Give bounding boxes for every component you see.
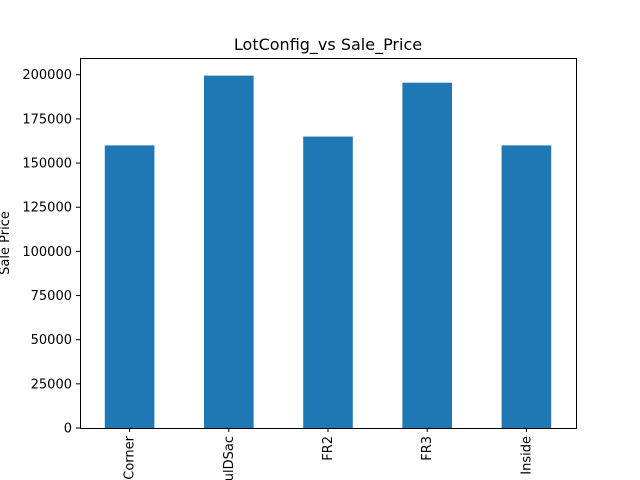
plot-frame <box>80 58 577 429</box>
y-tick-label: 200000 <box>22 68 72 83</box>
chart-title: LotConfig_vs Sale_Price <box>234 35 422 55</box>
x-tick-label: FR2 <box>321 436 336 461</box>
bar-culdsac <box>204 75 254 428</box>
y-tick-label: 175000 <box>22 112 72 127</box>
bar-fr2 <box>303 136 353 428</box>
bar-fr3 <box>402 82 452 428</box>
x-tick-label: Inside <box>519 436 534 475</box>
x-tick-label: CulDSac <box>222 436 237 480</box>
y-tick-label: 50000 <box>31 333 72 348</box>
bar-inside <box>501 145 552 428</box>
bar-corner <box>104 145 155 428</box>
x-tick-label: Corner <box>123 435 138 479</box>
bars-group <box>104 75 552 428</box>
y-axis: 0 25000 50000 75000 100000 125000 150000 175000… <box>22 68 80 437</box>
y-tick-label: 0 <box>64 422 72 437</box>
y-tick-label: 25000 <box>31 377 72 392</box>
y-axis-label: Sale Price <box>0 211 13 275</box>
x-tick-label: FR3 <box>420 436 435 461</box>
y-tick-label: 75000 <box>31 289 72 304</box>
y-tick-label: 100000 <box>22 245 72 260</box>
y-tick-label: 125000 <box>22 201 72 216</box>
y-tick-label: 150000 <box>22 157 72 172</box>
x-axis: Corner CulDSac FR2 FR3 Inside <box>123 428 534 480</box>
